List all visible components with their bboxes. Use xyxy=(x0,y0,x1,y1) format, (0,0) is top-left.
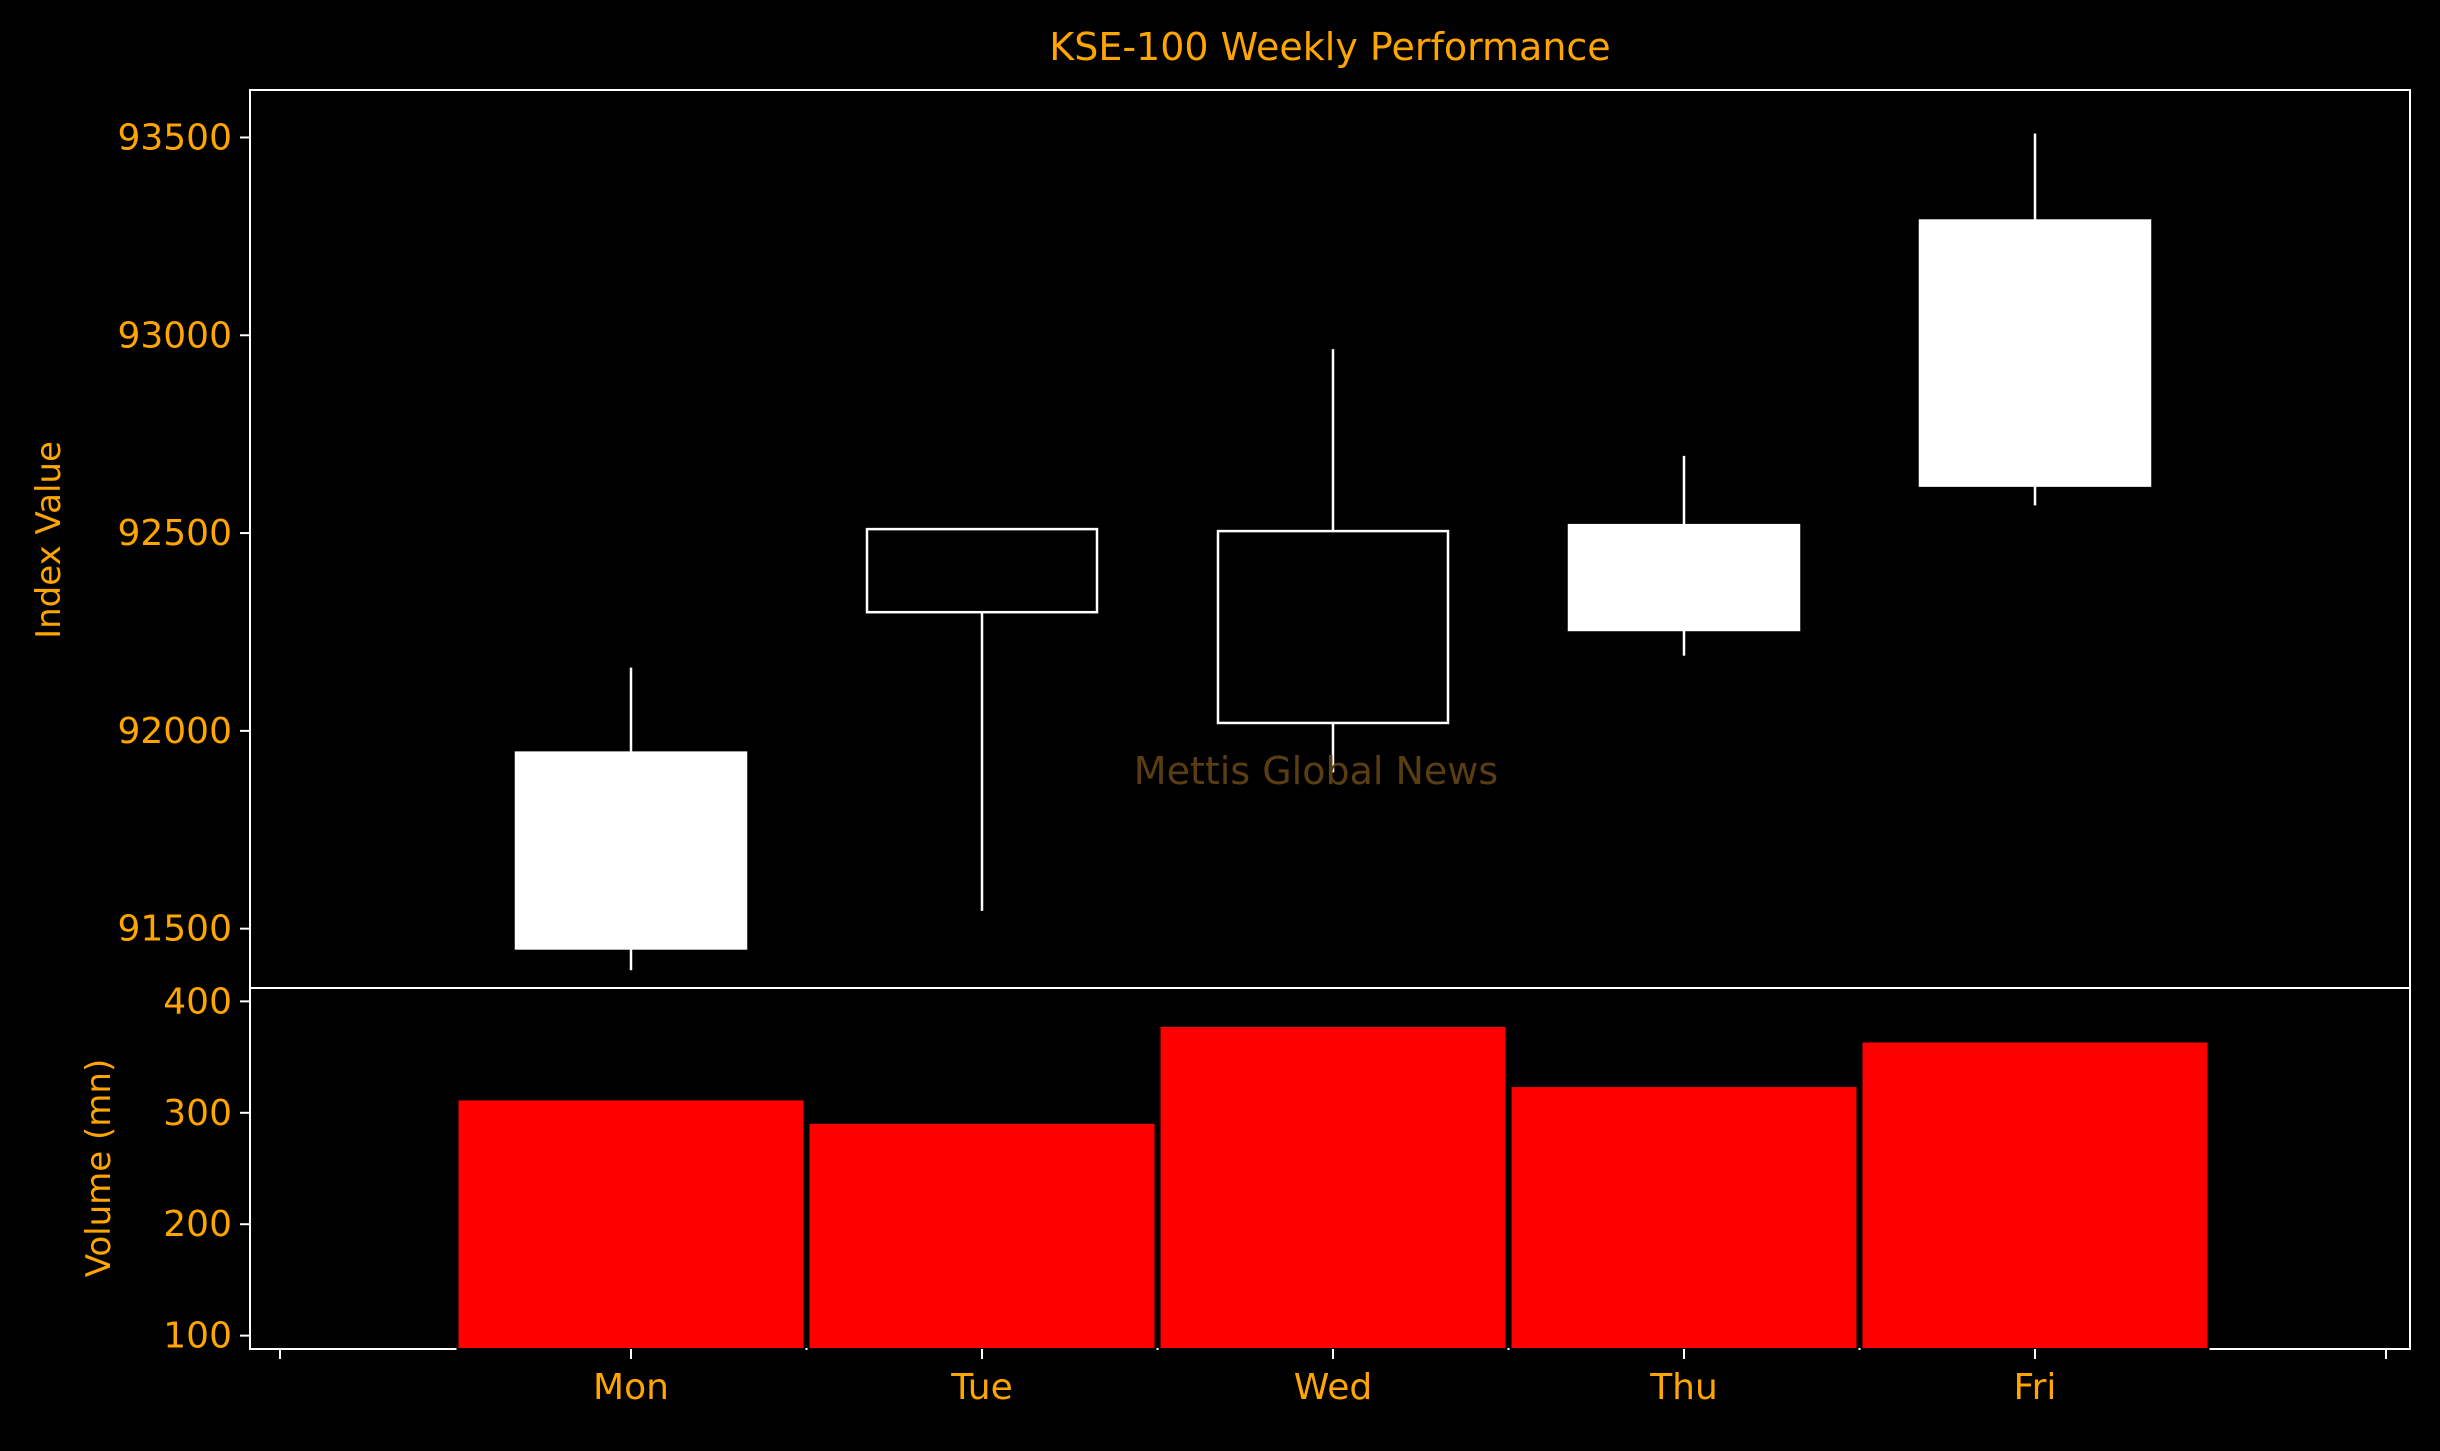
volume-y-tick-label: 300 xyxy=(163,1093,232,1134)
candle-body-mon xyxy=(514,751,748,950)
watermark: Mettis Global News xyxy=(1134,749,1498,793)
x-tick-label-wed: Wed xyxy=(1294,1367,1373,1408)
x-tick-label-fri: Fri xyxy=(2014,1367,2057,1408)
price-y-tick-label: 92000 xyxy=(117,711,232,752)
volume-panel: Volume (mn) 100 200 300 400 Mon Tue Wed Thu Fri xyxy=(79,981,2411,1408)
volume-bar-wed xyxy=(1158,1024,1508,1350)
volume-bar-tue xyxy=(807,1121,1157,1350)
volume-bar-fri xyxy=(1860,1040,2210,1350)
candle-body-thu xyxy=(1567,523,1801,632)
price-y-ticks: 91500 92000 92500 93000 93500 xyxy=(117,117,250,950)
price-panel: Index Value 91500 92000 92500 93000 93500 Me… xyxy=(29,89,2411,989)
price-axis-label: Index Value xyxy=(29,441,69,639)
price-y-tick-label: 93500 xyxy=(117,117,232,158)
volume-y-ticks: 100 200 300 400 xyxy=(163,981,250,1357)
volume-y-tick-label: 400 xyxy=(163,981,232,1022)
x-tick-label-tue: Tue xyxy=(950,1367,1013,1408)
chart-title: KSE-100 Weekly Performance xyxy=(1049,25,1610,69)
volume-y-tick-label: 100 xyxy=(163,1316,232,1357)
x-tick-label-mon: Mon xyxy=(593,1367,669,1408)
candle-body-fri xyxy=(1918,219,2152,487)
volume-bars xyxy=(456,1024,2210,1351)
candle-body-tue xyxy=(865,527,1099,614)
price-y-tick-label: 92500 xyxy=(117,513,232,554)
volume-axis-label: Volume (mn) xyxy=(79,1059,119,1277)
price-y-tick-label: 93000 xyxy=(117,315,232,356)
price-y-tick-label: 91500 xyxy=(117,909,232,950)
x-tick-label-thu: Thu xyxy=(1649,1367,1718,1408)
volume-y-tick-label: 200 xyxy=(163,1204,232,1245)
candlesticks xyxy=(514,133,2152,971)
volume-bar-thu xyxy=(1509,1085,1859,1351)
candle-body-wed xyxy=(1216,529,1450,725)
x-axis: Mon Tue Wed Thu Fri xyxy=(279,1349,2387,1408)
volume-bar-mon xyxy=(456,1098,806,1351)
